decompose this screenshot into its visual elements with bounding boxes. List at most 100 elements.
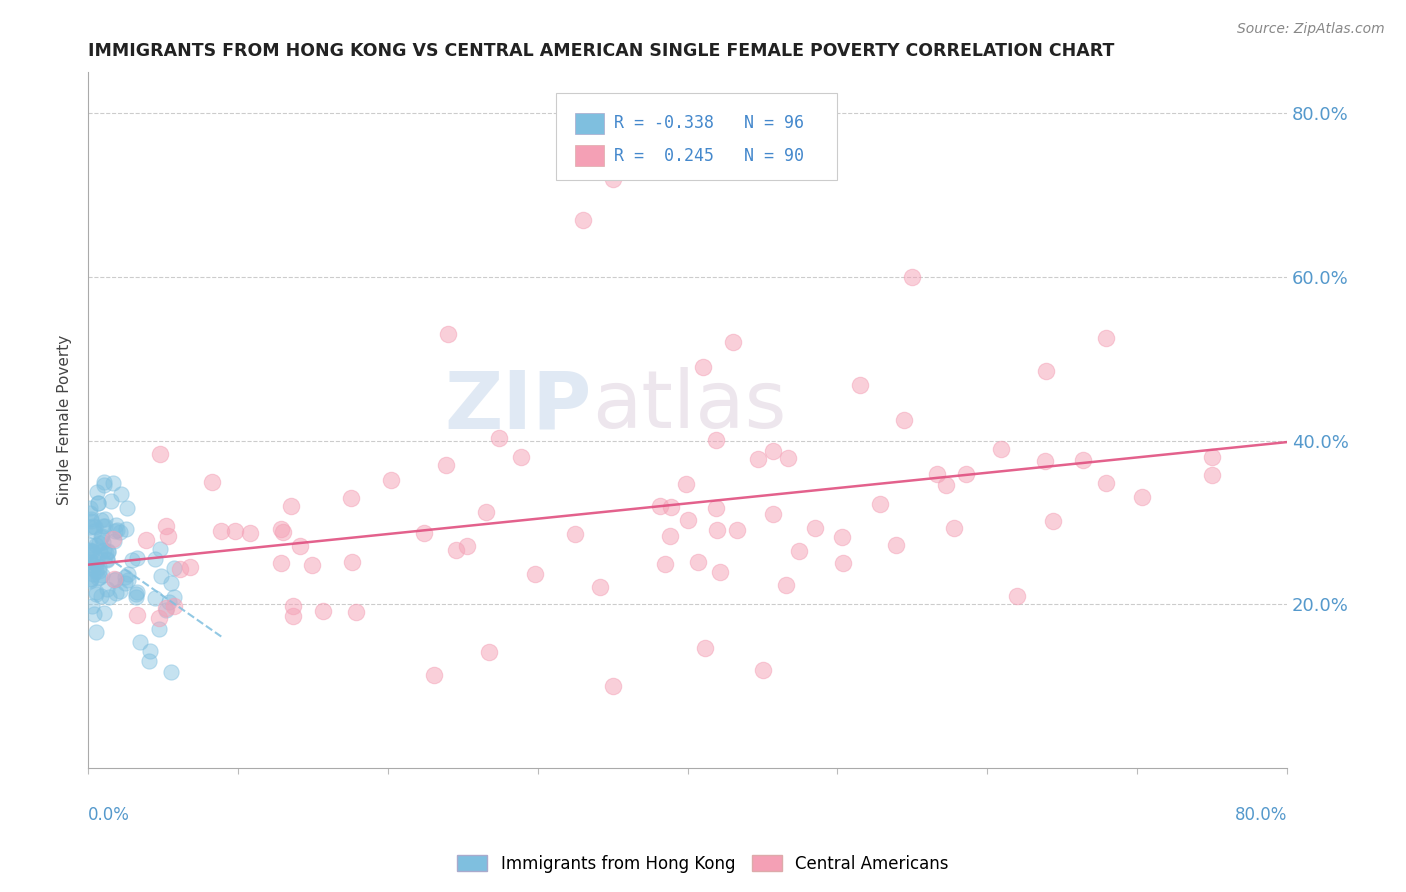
Point (79, 574, 101, 588)
Point (90, 530, 112, 544)
Point (108, 524, 131, 539)
Point (1095, 331, 1118, 345)
Point (1035, 453, 1057, 467)
Point (127, 607, 149, 622)
Point (82, 544, 104, 558)
Point (93, 512, 115, 526)
Point (125, 586, 148, 600)
Point (704, 433, 727, 447)
Point (935, 478, 957, 492)
Point (96, 553, 118, 567)
Point (101, 476, 124, 491)
Point (82, 519, 104, 533)
Text: ZIP: ZIP (444, 368, 592, 445)
Point (1130, 490, 1153, 504)
Point (942, 521, 965, 535)
Point (602, 171, 624, 186)
Point (344, 605, 367, 619)
Point (340, 491, 363, 505)
Point (163, 599, 186, 613)
Point (149, 447, 172, 461)
Point (157, 595, 180, 609)
Point (79, 520, 101, 534)
Point (925, 467, 948, 482)
Point (725, 523, 748, 537)
Point (456, 539, 478, 553)
Text: atlas: atlas (592, 368, 786, 445)
Point (675, 476, 697, 491)
Point (90, 589, 112, 603)
Point (155, 519, 177, 533)
Point (869, 497, 891, 511)
Y-axis label: Single Female Poverty: Single Female Poverty (58, 334, 72, 505)
Point (270, 556, 292, 570)
Point (149, 541, 172, 556)
Point (79, 560, 101, 574)
Point (138, 654, 160, 668)
Point (84, 584, 107, 599)
Point (138, 643, 160, 657)
Point (901, 269, 924, 284)
Point (80, 514, 103, 528)
Point (312, 604, 335, 618)
Point (103, 572, 125, 586)
Point (832, 556, 855, 570)
Point (89, 560, 111, 574)
Point (96, 582, 118, 596)
Point (721, 335, 744, 350)
Point (117, 573, 139, 587)
Point (1201, 450, 1223, 464)
Point (80, 572, 103, 586)
Point (82, 558, 104, 572)
Point (93, 475, 115, 489)
Text: R =  0.245   N = 90: R = 0.245 N = 90 (614, 147, 804, 165)
Point (84, 587, 107, 601)
Point (955, 467, 977, 481)
Point (93, 519, 115, 533)
Point (79, 544, 101, 558)
Point (692, 359, 714, 374)
Point (179, 559, 201, 574)
Text: R = -0.338   N = 96: R = -0.338 N = 96 (614, 114, 804, 132)
Point (127, 550, 149, 565)
Point (84, 624, 107, 639)
Point (115, 500, 138, 515)
Point (747, 451, 769, 466)
Point (84, 520, 107, 534)
Point (97, 590, 120, 604)
Point (108, 583, 131, 598)
Point (79, 555, 101, 569)
Point (224, 524, 246, 539)
Point (157, 529, 180, 543)
Point (762, 443, 785, 458)
Point (86, 553, 108, 567)
Point (114, 575, 136, 590)
Point (475, 504, 498, 518)
Point (283, 599, 305, 613)
Point (80, 599, 103, 614)
Point (804, 521, 827, 535)
Point (143, 591, 166, 605)
Point (89, 570, 111, 584)
Point (143, 552, 166, 566)
Point (105, 573, 128, 587)
Point (87, 496, 110, 510)
Point (125, 584, 148, 599)
Point (94, 546, 117, 560)
Point (1071, 452, 1094, 467)
Point (509, 450, 531, 464)
Point (86, 558, 108, 572)
Point (155, 600, 177, 615)
Point (849, 378, 872, 392)
Point (1201, 468, 1223, 483)
Point (87, 564, 110, 578)
Point (148, 623, 170, 637)
Point (270, 522, 292, 536)
Point (79, 572, 101, 586)
Point (706, 523, 728, 537)
Point (84, 564, 107, 578)
Point (281, 609, 304, 624)
Point (101, 533, 124, 547)
Point (444, 543, 467, 558)
Point (380, 473, 402, 487)
